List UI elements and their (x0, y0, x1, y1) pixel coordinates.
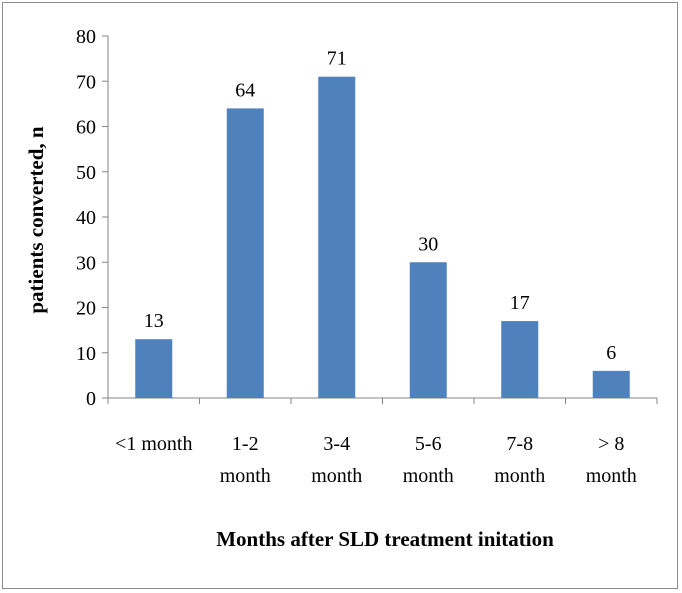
y-tick-label: 0 (86, 388, 96, 410)
x-category-label: month (494, 465, 545, 487)
bar (409, 262, 447, 398)
bar (226, 108, 264, 399)
bar (501, 321, 539, 398)
x-category-label: month (586, 465, 637, 487)
y-tick-label: 70 (76, 71, 96, 93)
x-category-label: month (311, 465, 362, 487)
y-tick-label: 10 (76, 343, 96, 365)
bar (135, 339, 173, 398)
x-axis-title: Months after SLD treatment initation (216, 527, 554, 551)
x-category-label: > 8 (598, 433, 624, 455)
x-category-label: 5-6 (415, 433, 442, 455)
x-axis: <1 month 1-2 month 3-4 month 5-6 month 7-8 month… (107, 397, 658, 487)
x-category-label: 1-2 (232, 433, 259, 455)
x-category-label: month (220, 465, 271, 487)
y-tick-label: 30 (76, 252, 96, 274)
data-label: 30 (418, 233, 438, 255)
y-tick-label: 60 (76, 117, 96, 139)
data-labels: 13 64 71 30 17 6 (144, 48, 617, 364)
x-category-label: 3-4 (323, 433, 350, 455)
data-label: 6 (606, 342, 616, 364)
y-tick-label: 80 (76, 26, 96, 48)
y-axis-title: patients converted, n (24, 126, 48, 314)
data-label: 71 (327, 48, 347, 70)
bar (592, 370, 630, 398)
y-tick-label: 40 (76, 207, 96, 229)
bars (135, 76, 630, 399)
data-label: 13 (144, 310, 164, 332)
y-axis: 0 10 20 30 40 50 60 70 80 (76, 26, 109, 410)
x-category-label: 7-8 (506, 433, 533, 455)
x-category-label: <1 month (115, 433, 192, 455)
bar (318, 76, 356, 398)
data-label: 17 (510, 292, 530, 314)
y-tick-label: 20 (76, 298, 96, 320)
y-tick-label: 50 (76, 162, 96, 184)
x-category-label: month (403, 465, 454, 487)
data-label: 64 (235, 79, 255, 101)
